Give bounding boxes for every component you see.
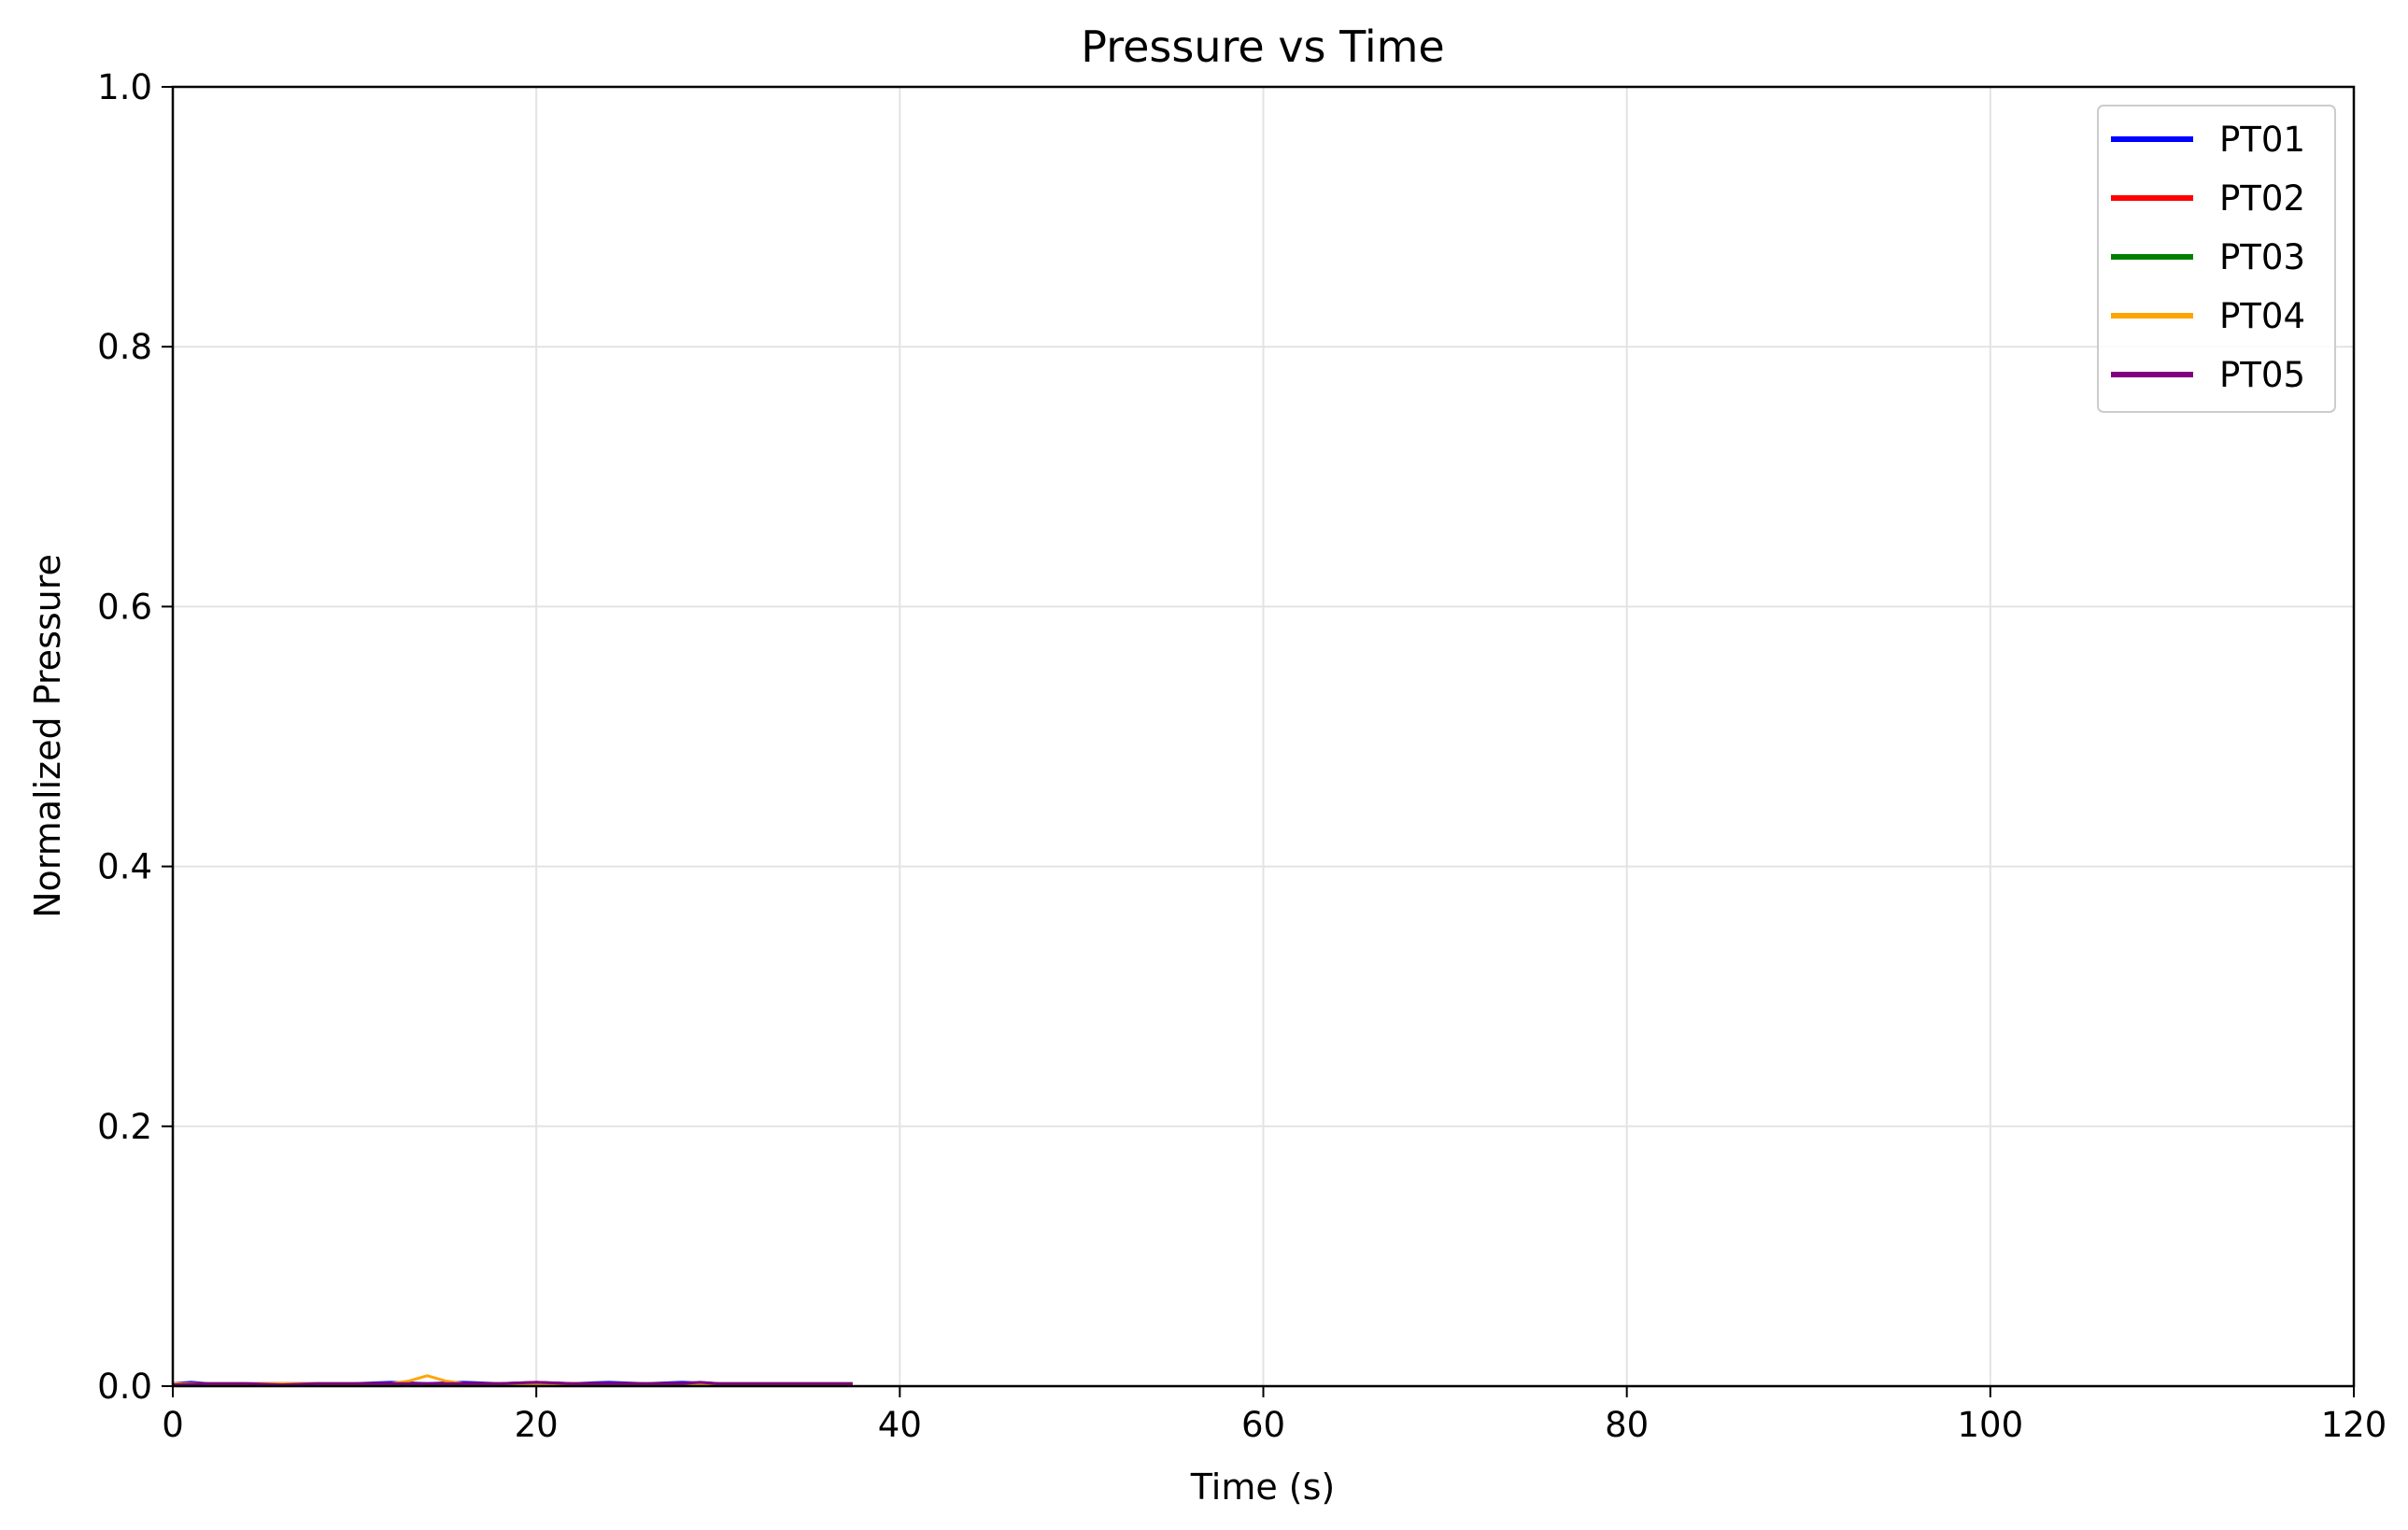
x-tick-label: 60 xyxy=(1241,1405,1285,1445)
legend-label-pt03: PT03 xyxy=(2219,237,2305,277)
y-tick-label: 0.2 xyxy=(97,1107,152,1147)
x-tick-label: 80 xyxy=(1605,1405,1649,1445)
y-tick-label: 0.4 xyxy=(97,847,152,887)
x-axis: 0 20 40 60 80 100 120 xyxy=(162,1386,2387,1445)
y-tick-label: 0.0 xyxy=(97,1367,152,1407)
legend-label-pt05: PT05 xyxy=(2219,355,2305,395)
series-line-pt05 xyxy=(172,1381,853,1387)
x-axis-label: Time (s) xyxy=(1190,1466,1336,1508)
chart-title: Pressure vs Time xyxy=(1081,21,1444,72)
x-tick-label: 120 xyxy=(2321,1405,2387,1445)
legend-label-pt02: PT02 xyxy=(2219,178,2305,219)
legend: PT01 PT02 PT03 PT04 PT05 xyxy=(2097,105,2336,413)
legend-box xyxy=(2097,105,2336,413)
legend-label-pt04: PT04 xyxy=(2219,296,2305,336)
y-tick-label: 0.6 xyxy=(97,587,152,627)
y-axis-label: Normalized Pressure xyxy=(27,554,68,918)
y-tick-label: 1.0 xyxy=(97,67,152,107)
x-tick-label: 100 xyxy=(1958,1405,2024,1445)
x-tick-label: 20 xyxy=(515,1405,559,1445)
series-layer xyxy=(172,1374,853,1387)
x-tick-label: 0 xyxy=(162,1405,184,1445)
y-tick-label: 0.8 xyxy=(97,327,152,367)
legend-label-pt01: PT01 xyxy=(2219,120,2305,160)
x-tick-label: 40 xyxy=(878,1405,922,1445)
y-axis: 0.0 0.2 0.4 0.6 0.8 1.0 xyxy=(97,67,173,1407)
